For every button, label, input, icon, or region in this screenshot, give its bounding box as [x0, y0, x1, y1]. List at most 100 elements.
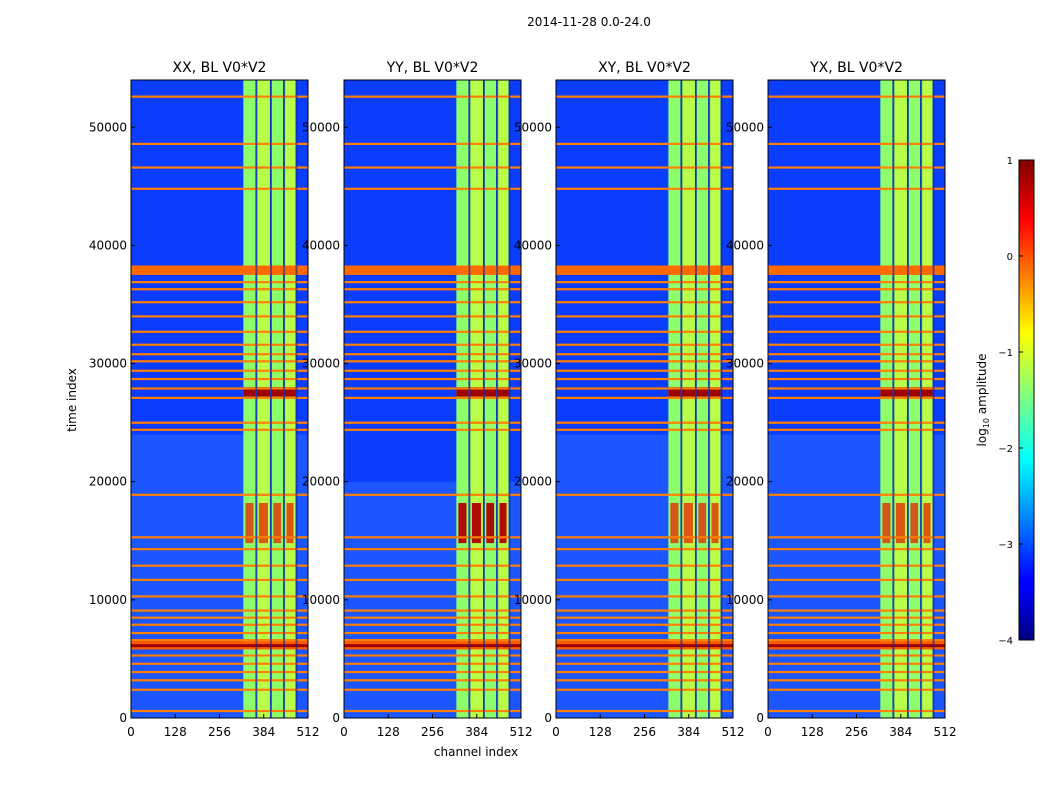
panel-0-flag-row-32 — [131, 187, 308, 190]
panel-0-flag-row-4 — [131, 662, 308, 665]
panel-2-ytick-label-5: 50000 — [514, 120, 552, 134]
panel-0-flag-row-35 — [131, 95, 308, 98]
panel-0-flag-row-11 — [131, 609, 308, 612]
panel-2-flag-row-34 — [556, 142, 733, 145]
panel-3-flag-row-17 — [768, 493, 945, 496]
panel-2-flag-row-26 — [556, 343, 733, 346]
panel-0-flag-row-27 — [131, 330, 308, 333]
panel-0-xtick-label-1: 128 — [164, 725, 187, 739]
panel-2-rfi-band2-3 — [709, 387, 721, 397]
panel-1-flag-row-3 — [344, 670, 521, 674]
panel-0-flag-row-17 — [131, 493, 308, 496]
panel-3-ytick-label-4: 40000 — [726, 238, 764, 252]
panel-0-flag-row-0 — [131, 709, 308, 713]
panel-2-flag-row-28 — [556, 315, 733, 318]
panel-0-flag-row-26 — [131, 343, 308, 346]
panel-2-flag-row-27 — [556, 330, 733, 333]
panel-2-flag-row-1 — [556, 688, 733, 691]
panel-0-ytick-label-0: 0 — [119, 711, 127, 725]
panel-1-flag-row-4 — [344, 662, 521, 665]
panel-3-flag-row-9 — [768, 623, 945, 626]
panel-3-flag-row-1 — [768, 688, 945, 691]
panel-3-rfi-band2-2 — [908, 387, 921, 397]
panel-1-rfi-band2-1 — [469, 387, 483, 397]
colorbar-ticks: 1 0 −1 −2 −3 −4 — [998, 156, 1023, 647]
panel-2-title: XY, BL V0*V2 — [598, 60, 691, 76]
panel-1-flag-row-25 — [344, 353, 521, 356]
panel-1-flag-row-2 — [344, 679, 521, 682]
panel-3-flag-row-27 — [768, 330, 945, 333]
panel-0-flag-row-9 — [131, 623, 308, 626]
panel-3-flag-row-26 — [768, 343, 945, 346]
panel-2-rfi-band2-1 — [681, 387, 695, 397]
panel-3-rfi-band2-1 — [893, 387, 907, 397]
colorbar-gradient — [1018, 159, 1035, 641]
panel-2-flag-row-18 — [556, 428, 733, 431]
panel-3-flag-row-0 — [768, 709, 945, 713]
panel-2-flag-row-4 — [556, 662, 733, 665]
panel-1-flag-row-19 — [344, 421, 521, 424]
panel-0-flag-row-29 — [131, 301, 308, 304]
panel-0-flag-row-10 — [131, 616, 308, 619]
panel-0-separator-1 — [269, 80, 272, 718]
panel-1-flag-row-14 — [344, 564, 521, 567]
panel-3-flag-row-5 — [768, 654, 945, 657]
panel-1-flag-row-34 — [344, 142, 521, 145]
panel-2-flag-row-35 — [556, 95, 733, 98]
panel-1-flag-row-33 — [344, 166, 521, 169]
panel-3-flag-row-25 — [768, 353, 945, 356]
panel-3-flag-row-14 — [768, 564, 945, 567]
panel-2-flag-row-30 — [556, 288, 733, 291]
panel-1-flag-row-35 — [344, 95, 521, 98]
panel-1-separator-1 — [482, 80, 485, 718]
panel-3-ytick-label-5: 50000 — [726, 120, 764, 134]
panel-3-separator-2 — [920, 80, 923, 718]
panel-1-flag-row-0 — [344, 709, 521, 713]
panel-0-rfi-block-3 — [286, 502, 294, 544]
panels: XX, BL V0*V2 0 128 256 384 512 0 10000 20000 3000… — [89, 60, 957, 739]
panel-2-flag-row-31 — [556, 281, 733, 284]
panel-0-xtick-label-2: 256 — [208, 725, 231, 739]
panel-1: YY, BL V0*V2 0 128 256 384 512 0 10000 20000 3000… — [302, 60, 533, 739]
panel-0-title: XX, BL V0*V2 — [173, 60, 267, 76]
panel-3-flag-row-22 — [768, 377, 945, 381]
panel-2-flag-row-14 — [556, 564, 733, 567]
panel-3-flag-row-7 — [768, 639, 945, 642]
panel-2-separator-1 — [694, 80, 697, 718]
panel-1-rfi-band2-0 — [456, 387, 469, 397]
panel-1-ytick-label-3: 30000 — [302, 357, 340, 371]
panel-2-ytick-label-4: 40000 — [514, 238, 552, 252]
panel-2-separator-0 — [680, 80, 683, 718]
panel-0-flag-row-24 — [131, 360, 308, 363]
panel-1-rfi-block-1 — [471, 502, 481, 544]
panel-1-flag-row-28 — [344, 315, 521, 318]
panel-0-flag-row-18 — [131, 428, 308, 431]
panel-0-flag-row-8 — [131, 631, 308, 635]
panel-1-flag-row-5 — [344, 654, 521, 657]
panel-2-xtick-label-3: 384 — [677, 725, 700, 739]
panel-1-flag-row-10 — [344, 616, 521, 619]
panel-0-flag-row-7 — [131, 639, 308, 642]
panel-2-flag-row-12 — [556, 595, 733, 598]
panel-2-flag-row-15 — [556, 548, 733, 551]
panel-0-rfi-band2-0 — [243, 387, 256, 397]
panel-2-flag-row-32 — [556, 187, 733, 190]
panel-2-separator-3 — [720, 80, 723, 718]
panel-0-flag-row-21 — [131, 387, 308, 390]
panel-3-title: YX, BL V0*V2 — [809, 60, 903, 76]
panel-1-flag-row-8 — [344, 631, 521, 635]
panel-0-flag-row-28 — [131, 315, 308, 318]
panel-0-xtick-label-4: 512 — [297, 725, 320, 739]
panel-2-rfi-block-2 — [698, 502, 707, 544]
panel-0-flag-row-1 — [131, 688, 308, 691]
colorbar-label-prefix: log — [975, 428, 989, 446]
panel-2-flag-row-3 — [556, 670, 733, 674]
panel-2-flag-row-2 — [556, 679, 733, 682]
panel-1-flag-row-12 — [344, 595, 521, 598]
panel-1-flag-row-22 — [344, 377, 521, 381]
panel-1-xtick-label-4: 512 — [510, 725, 533, 739]
panel-0-flag-row-14 — [131, 564, 308, 567]
panel-1-xtick-label-3: 384 — [465, 725, 488, 739]
panel-3-flag-row-33 — [768, 166, 945, 169]
panel-2-flag-row-24 — [556, 360, 733, 363]
